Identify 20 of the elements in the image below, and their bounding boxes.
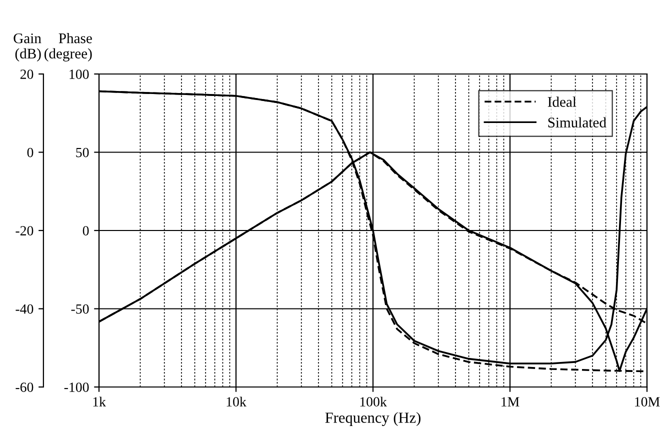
y-tick-label: 50: [76, 148, 89, 158]
y2-tick-label: -20: [16, 226, 34, 236]
x-axis-title: Frequency (Hz): [325, 412, 420, 426]
y-tick-label: 0: [82, 226, 89, 236]
legend-label: Simulated: [548, 117, 606, 128]
y2-tick-label: -40: [16, 304, 34, 314]
y2-tick-label: 0: [27, 148, 34, 158]
x-tick-label: 100k: [360, 396, 387, 406]
y2-axis-title: Gain (dB): [14, 33, 42, 62]
legend-label: Ideal: [548, 96, 576, 107]
x-tick-label: 1M: [502, 397, 520, 406]
y2-tick-label: 20: [20, 70, 34, 79]
y2-tick-label: -60: [16, 382, 34, 392]
x-tick-label: 1k: [93, 396, 106, 406]
y-tick-label: 100: [70, 70, 89, 79]
y-axis-title: Phase (degree): [44, 32, 92, 62]
x-tick-label: 10M: [635, 397, 660, 406]
y-tick-label: -50: [71, 304, 89, 314]
y-tick-label: -100: [64, 382, 89, 392]
x-tick-label: 10k: [226, 396, 246, 406]
